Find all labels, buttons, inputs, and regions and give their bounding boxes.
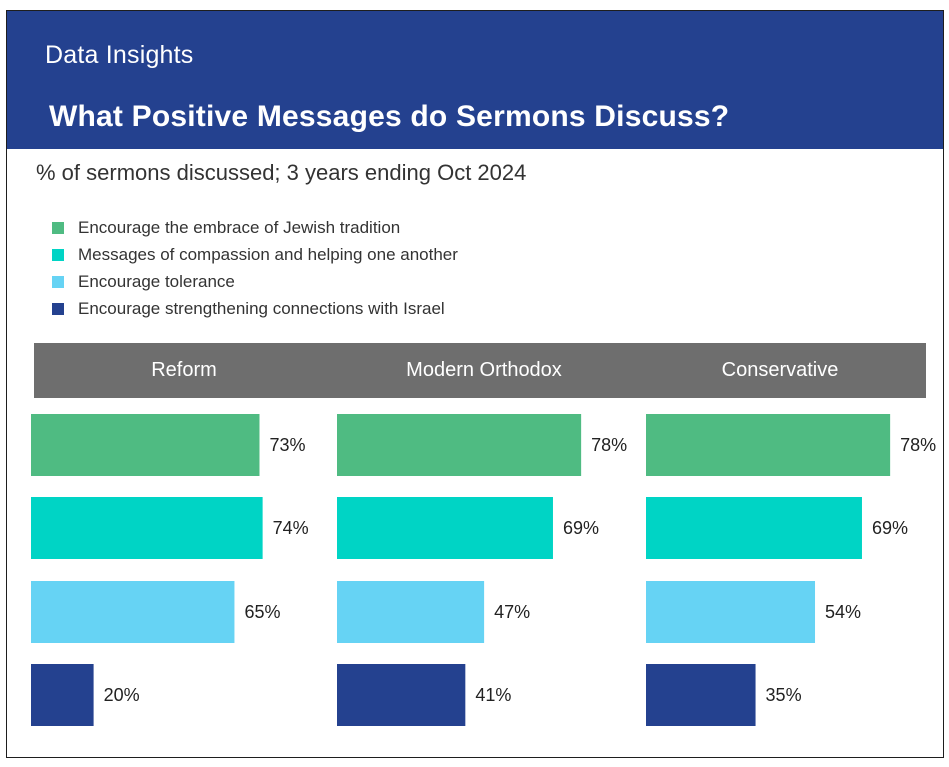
data-label-reform-compassion: 74% (273, 518, 309, 538)
panel-header-modern-orthodox: Modern Orthodox (334, 343, 634, 398)
data-label-reform-tolerance: 65% (244, 602, 280, 622)
legend-item-compassion: Messages of compassion and helping one a… (52, 241, 458, 268)
panel-header-conservative: Conservative (634, 343, 926, 398)
title-banner: Data Insights What Positive Messages do … (7, 11, 943, 149)
data-label-conservative-tolerance: 54% (825, 602, 861, 622)
legend-item-tolerance: Encourage tolerance (52, 268, 458, 295)
legend-label-tolerance: Encourage tolerance (78, 271, 235, 291)
data-label-reform-tradition: 73% (269, 435, 305, 455)
legend-item-israel: Encourage strengthening connections with… (52, 295, 458, 322)
bar-conservative-tradition (646, 414, 891, 476)
chart-frame (6, 10, 944, 758)
legend-swatch-tradition (52, 221, 64, 234)
legend-swatch-israel (52, 302, 64, 315)
bar-reform-compassion (31, 497, 263, 559)
legend-label-tradition: Encourage the embrace of Jewish traditio… (78, 217, 401, 237)
legend: Encourage the embrace of Jewish traditio… (52, 214, 458, 322)
data-label-reform-israel: 20% (104, 685, 140, 705)
bar-modern-orthodox-israel (337, 664, 466, 726)
section-kicker: Data Insights (45, 41, 194, 69)
bar-conservative-israel (646, 664, 756, 726)
data-label-conservative-israel: 35% (766, 685, 802, 705)
legend-item-tradition: Encourage the embrace of Jewish traditio… (52, 214, 458, 241)
data-label-conservative-tradition: 78% (900, 435, 936, 455)
data-label-conservative-compassion: 69% (872, 518, 908, 538)
data-label-modern-orthodox-israel: 41% (475, 685, 511, 705)
bar-reform-tolerance (31, 581, 235, 643)
data-label-modern-orthodox-compassion: 69% (563, 518, 599, 538)
bar-modern-orthodox-tradition (337, 414, 582, 476)
chart-subtitle: % of sermons discussed; 3 years ending O… (36, 160, 527, 185)
bar-conservative-tolerance (646, 581, 816, 643)
bar-reform-israel (31, 664, 94, 726)
data-label-modern-orthodox-tolerance: 47% (494, 602, 530, 622)
legend-swatch-tolerance (52, 275, 64, 288)
legend-label-israel: Encourage strengthening connections with… (78, 298, 445, 318)
data-label-modern-orthodox-tradition: 78% (591, 435, 627, 455)
bar-conservative-compassion (646, 497, 862, 559)
legend-label-compassion: Messages of compassion and helping one a… (78, 244, 458, 264)
bar-modern-orthodox-tolerance (337, 581, 485, 643)
bar-reform-tradition (31, 414, 260, 476)
chart-title: What Positive Messages do Sermons Discus… (49, 100, 730, 133)
panel-header-reform: Reform (34, 343, 334, 398)
bar-modern-orthodox-compassion (337, 497, 553, 559)
legend-swatch-compassion (52, 248, 64, 261)
